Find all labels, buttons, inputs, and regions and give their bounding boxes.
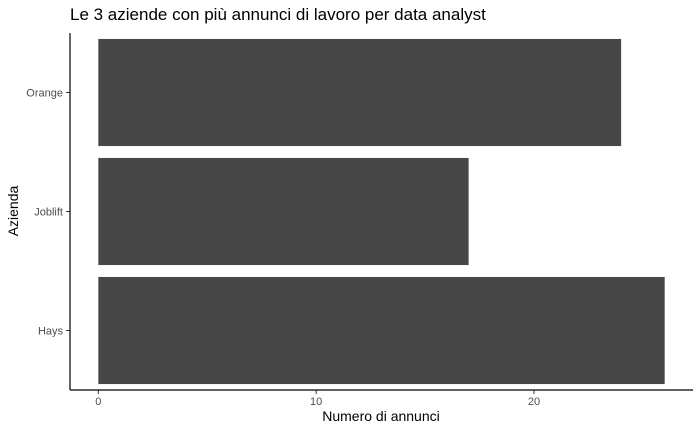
y-tick-label: Hays (38, 326, 64, 338)
y-tick-label: Orange (26, 88, 63, 100)
bar-joblift (98, 157, 469, 266)
x-tick-label: 20 (528, 396, 540, 408)
bar-orange (98, 38, 622, 147)
x-tick-label: 0 (95, 396, 101, 408)
x-axis-ticks: 0 10 20 (95, 390, 540, 408)
x-tick-label: 10 (310, 396, 322, 408)
y-axis-ticks: Orange Joblift Hays (26, 88, 70, 338)
bar-hays (98, 276, 665, 385)
chart-title: Le 3 aziende con più annunci di lavoro p… (70, 5, 486, 24)
y-axis-label: Azienda (5, 185, 21, 236)
bars-group (98, 38, 665, 385)
y-tick-label: Joblift (34, 207, 63, 219)
x-axis-label: Numero di annunci (322, 408, 440, 424)
